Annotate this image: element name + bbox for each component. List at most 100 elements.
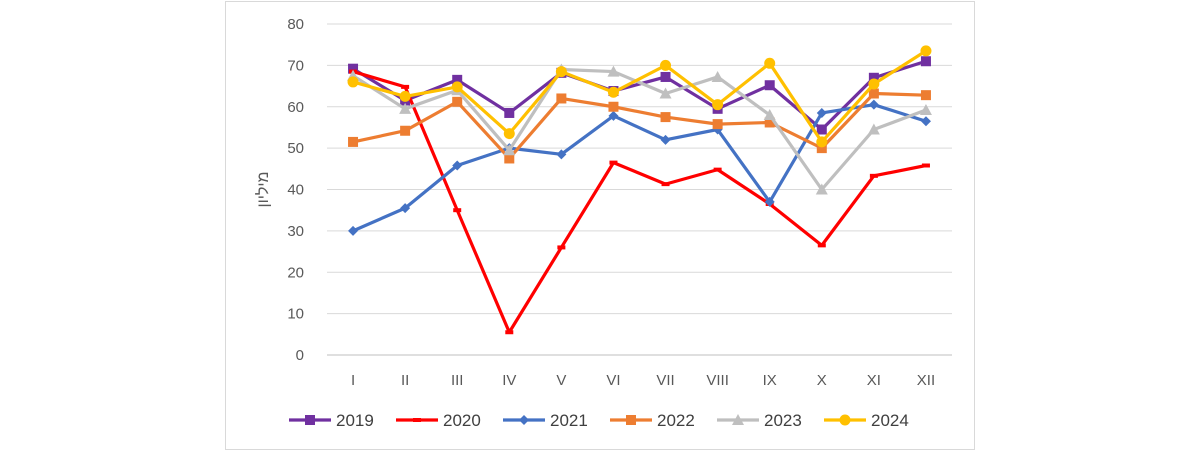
data-point xyxy=(868,72,879,83)
data-point xyxy=(347,76,359,88)
gridlines xyxy=(327,23,952,356)
data-point xyxy=(451,81,463,93)
legend-label: 2022 xyxy=(657,411,695,430)
data-point xyxy=(348,136,359,147)
data-point xyxy=(348,63,359,74)
data-point xyxy=(868,78,880,90)
data-point xyxy=(764,57,776,69)
series-line-2021 xyxy=(352,103,927,233)
legend-label: 2023 xyxy=(764,411,802,430)
data-point xyxy=(399,102,412,114)
data-point xyxy=(660,134,671,145)
legend-item-2024: 2024 xyxy=(824,411,909,430)
data-point xyxy=(868,88,879,99)
x-tick-label: VI xyxy=(606,372,620,389)
x-tick-label: II xyxy=(401,372,409,389)
legend-swatch-marker xyxy=(732,414,744,425)
y-tick-label: 80 xyxy=(287,16,304,33)
data-point xyxy=(712,99,724,111)
series-line-2020 xyxy=(352,70,927,334)
data-point xyxy=(452,96,463,107)
legend-item-2020: 2020 xyxy=(396,411,481,430)
x-tick-label: I xyxy=(351,372,355,389)
data-point xyxy=(607,65,620,77)
data-point xyxy=(660,112,671,123)
data-point xyxy=(920,90,931,101)
data-point xyxy=(764,196,775,207)
data-point xyxy=(660,71,671,82)
legend-item-2022: 2022 xyxy=(610,411,695,430)
series-2022 xyxy=(348,88,931,164)
legend-item-2019: 2019 xyxy=(289,411,374,430)
data-point xyxy=(815,183,828,195)
legend-label: 2019 xyxy=(336,411,374,430)
data-point xyxy=(452,74,463,85)
x-tick-label: V xyxy=(556,372,566,389)
x-tick-label: III xyxy=(451,372,464,389)
data-point xyxy=(504,153,515,164)
data-point xyxy=(764,117,775,128)
legend-swatch-marker xyxy=(305,415,315,425)
legend-label: 2020 xyxy=(443,411,481,430)
y-tick-label: 40 xyxy=(287,182,304,199)
legend-item-2023: 2023 xyxy=(717,411,802,430)
data-point xyxy=(816,124,827,135)
x-tick-label: X xyxy=(817,372,827,389)
legend-label: 2024 xyxy=(871,411,909,430)
data-point xyxy=(919,104,932,116)
series-lines xyxy=(347,45,932,335)
data-point xyxy=(608,110,619,121)
legend-label: 2021 xyxy=(550,411,588,430)
data-point xyxy=(607,86,619,98)
x-tick-label: VIII xyxy=(706,372,729,389)
x-tick-label: IV xyxy=(502,372,516,389)
legend-swatch-marker xyxy=(839,414,851,426)
data-point xyxy=(503,144,516,156)
legend-swatch-marker xyxy=(626,415,636,425)
y-tick-label: 20 xyxy=(287,264,304,281)
y-axis-ticks: 0 10 20 30 40 50 60 70 80 xyxy=(287,16,304,364)
data-point xyxy=(920,45,932,57)
y-tick-label: 50 xyxy=(287,140,304,157)
series-2024 xyxy=(347,45,932,148)
data-point xyxy=(399,90,411,102)
y-tick-label: 70 xyxy=(287,57,304,74)
series-line-2022 xyxy=(352,91,927,161)
data-point xyxy=(504,107,515,118)
data-point xyxy=(556,93,567,104)
data-point xyxy=(400,203,411,214)
data-point xyxy=(348,225,359,236)
data-point xyxy=(816,136,828,148)
data-point xyxy=(764,80,775,91)
x-tick-label: IX xyxy=(763,372,777,389)
x-axis-ticks: I II III IV V VI VII VIII IX X XI XII xyxy=(351,372,935,389)
x-tick-label: XII xyxy=(917,372,935,389)
data-point xyxy=(712,119,723,130)
y-tick-label: 0 xyxy=(296,347,304,364)
x-tick-label: XI xyxy=(867,372,881,389)
data-point xyxy=(711,70,724,82)
legend-item-2021: 2021 xyxy=(503,411,588,430)
data-point xyxy=(400,125,411,136)
data-point xyxy=(660,59,672,71)
data-point xyxy=(556,149,567,160)
series-line-2023 xyxy=(352,67,927,192)
y-tick-label: 10 xyxy=(287,306,304,323)
data-point xyxy=(555,66,567,78)
data-point xyxy=(920,56,931,67)
data-point xyxy=(608,101,619,112)
x-tick-label: VII xyxy=(656,372,674,389)
data-point xyxy=(816,107,827,118)
chart-frame: 0 10 20 30 40 50 60 70 80 I II III IV V VI VII VIII IX X X… xyxy=(225,1,975,450)
series-line-2024 xyxy=(352,49,927,144)
y-tick-label: 30 xyxy=(287,223,304,240)
legend: 2019 2020 2021 2022 2023 2024 xyxy=(289,411,909,430)
data-point xyxy=(867,123,880,135)
legend-swatch-marker xyxy=(519,415,529,425)
data-point xyxy=(452,160,463,171)
series-2019 xyxy=(348,56,931,135)
y-axis-label: מיליון xyxy=(254,171,272,207)
data-point xyxy=(868,99,879,110)
data-point xyxy=(659,87,672,99)
